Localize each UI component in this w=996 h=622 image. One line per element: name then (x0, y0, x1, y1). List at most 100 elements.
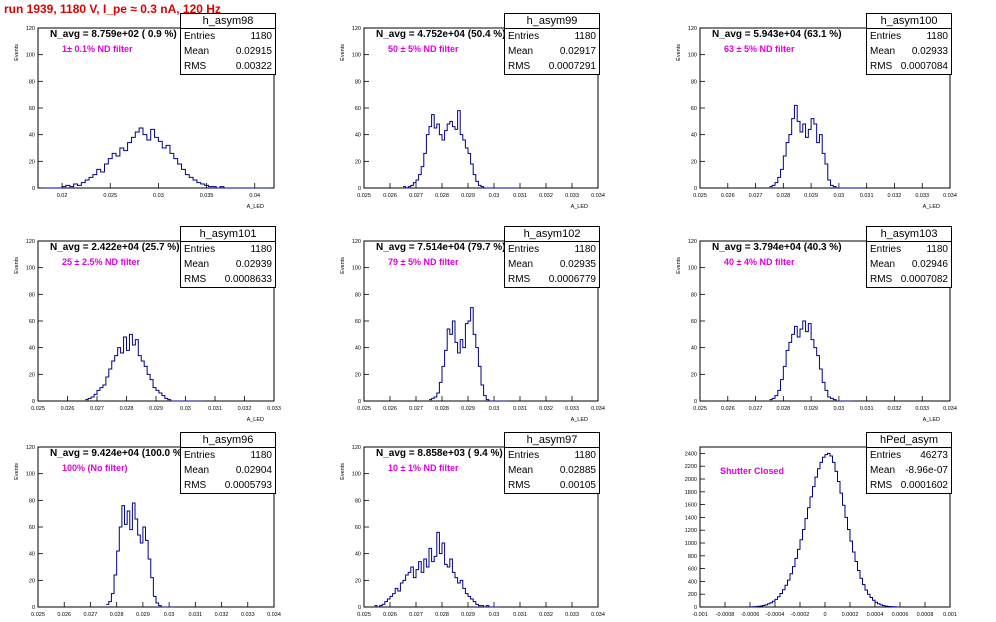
x-tick-label: 0.026 (721, 406, 735, 412)
stats-value-rms: 0.0008633 (224, 274, 272, 285)
y-tick-label: 100 (352, 53, 361, 59)
histogram-bin (835, 471, 838, 607)
x-tick-label: 0.033 (915, 193, 929, 199)
x-tick-label: 0.032 (539, 406, 553, 412)
stats-label-entries: Entries (870, 450, 902, 461)
x-tick-label: 0.028 (776, 406, 790, 412)
y-tick-label: 100 (26, 472, 35, 478)
x-tick-label: 0.025 (357, 406, 371, 412)
y-tick-label: 0 (694, 186, 697, 192)
x-tick-label: 0.032 (215, 612, 229, 618)
histogram-bin (806, 137, 809, 188)
histogram-bin (458, 583, 461, 607)
histogram-bin (115, 356, 118, 401)
histogram-bin (803, 321, 806, 401)
stats-row-entries: Entries 1180 (867, 242, 951, 257)
y-tick-label: 0 (32, 605, 35, 611)
histogram-bin (447, 567, 450, 607)
y-tick-label: 1600 (685, 503, 697, 509)
stats-label-rms: RMS (508, 274, 531, 285)
x-tick-label: 0.027 (84, 612, 98, 618)
histogram-bin (447, 124, 450, 188)
y-tick-label: 120 (352, 26, 361, 32)
histogram-bin (121, 353, 124, 401)
y-tick-label: 2400 (685, 451, 697, 457)
histogram-bin (85, 180, 89, 188)
x-tick-label: 0.029 (461, 612, 475, 618)
stats-box: h_asym101 Entries 1180 Mean 0.02939 RMS 0.0008… (180, 226, 276, 288)
histogram-bin (838, 482, 841, 607)
y-tick-label: 40 (355, 346, 361, 352)
x-tick-label: 0.03 (489, 193, 500, 199)
stats-value-rms: 0.0006779 (548, 274, 596, 285)
x-tick-label: 0.03 (489, 612, 500, 618)
y-tick-label: 100 (26, 266, 35, 272)
stats-box: h_asym103 Entries 1180 Mean 0.02946 RMS 0.0007… (866, 226, 952, 288)
histogram-bin (434, 128, 437, 188)
histogram-bin (845, 517, 848, 607)
y-tick-label: 100 (688, 266, 697, 272)
y-tick-label: 1800 (685, 490, 697, 496)
x-tick-label: 0.029 (461, 406, 475, 412)
stats-label-entries: Entries (870, 31, 902, 42)
x-tick-label: 0.033 (267, 406, 281, 412)
histogram-bin (439, 135, 442, 188)
histogram-bin (125, 524, 128, 607)
y-tick-label: 100 (352, 472, 361, 478)
histogram-line (769, 320, 853, 402)
stats-value-mean: 0.02946 (911, 259, 948, 270)
stats-box: h_asym96 Entries 1180 Mean 0.02904 RMS 0.00057… (180, 432, 276, 494)
histogram-line (106, 502, 175, 608)
y-tick-label: 120 (352, 445, 361, 451)
x-tick-label: -0.0006 (741, 612, 760, 618)
stats-label-mean: Mean (870, 46, 896, 57)
histogram-bin (813, 487, 816, 607)
histogram-bin (805, 519, 808, 607)
n-avg-label: N_avg = 7.514e+04 (79.7 %) (376, 242, 506, 253)
histogram-bin (803, 530, 806, 607)
y-tick-label: 80 (355, 79, 361, 85)
x-tick-label: 0.025 (31, 612, 45, 618)
x-tick-label: 0.027 (409, 612, 423, 618)
x-tick-label: 0.028 (435, 612, 449, 618)
x-axis-label: A_LED (571, 417, 588, 423)
stats-box: h_asym100 Entries 1180 Mean 0.02933 RMS 0.0007… (866, 13, 952, 75)
x-tick-label: 0.025 (31, 406, 45, 412)
histogram-line (85, 333, 204, 402)
histogram-bin (450, 121, 453, 188)
y-tick-label: 120 (26, 26, 35, 32)
x-tick-label: 0.0004 (867, 612, 884, 618)
x-tick-label: -0.001 (692, 612, 708, 618)
stats-value-entries: 1180 (250, 244, 272, 255)
y-tick-label: 0 (358, 399, 361, 405)
histogram-bin (138, 356, 141, 401)
y-tick-label: 80 (29, 498, 35, 504)
stats-label-entries: Entries (870, 244, 902, 255)
x-tick-label: 0.025 (357, 193, 371, 199)
y-tick-label: 40 (29, 133, 35, 139)
y-tick-label: 120 (688, 239, 697, 245)
y-tick-label: 80 (691, 79, 697, 85)
histogram-bin (432, 562, 435, 607)
histogram-bin (810, 497, 813, 607)
x-tick-label: 0.035 (200, 193, 214, 199)
y-axis-label: Events (340, 257, 346, 274)
stats-row-entries: Entries 1180 (181, 29, 275, 44)
y-axis-label: Events (676, 257, 682, 274)
x-tick-label: 0.026 (61, 406, 75, 412)
histogram-bin (463, 348, 466, 401)
panel-h_asym103: 0 20 40 60 80 100 120 0.025 0.026 0.027 0.028 0.029… (676, 239, 957, 423)
x-tick-label: 0.001 (943, 612, 957, 618)
stats-value-rms: 0.00322 (235, 61, 272, 72)
stats-row-rms: RMS 0.00105 (505, 478, 599, 493)
y-tick-label: 20 (355, 578, 361, 584)
x-tick-label: 0.034 (591, 612, 605, 618)
x-axis-label: A_LED (247, 417, 264, 423)
stats-label-rms: RMS (870, 61, 893, 72)
stats-box: h_asym98 Entries 1180 Mean 0.02915 RMS 0.00322 (180, 13, 276, 75)
x-tick-label: 0.031 (208, 406, 222, 412)
histogram-name: h_asym98 (181, 14, 275, 29)
stats-label-entries: Entries (508, 31, 540, 42)
histogram-name: h_asym96 (181, 433, 275, 448)
y-tick-label: 20 (691, 159, 697, 165)
